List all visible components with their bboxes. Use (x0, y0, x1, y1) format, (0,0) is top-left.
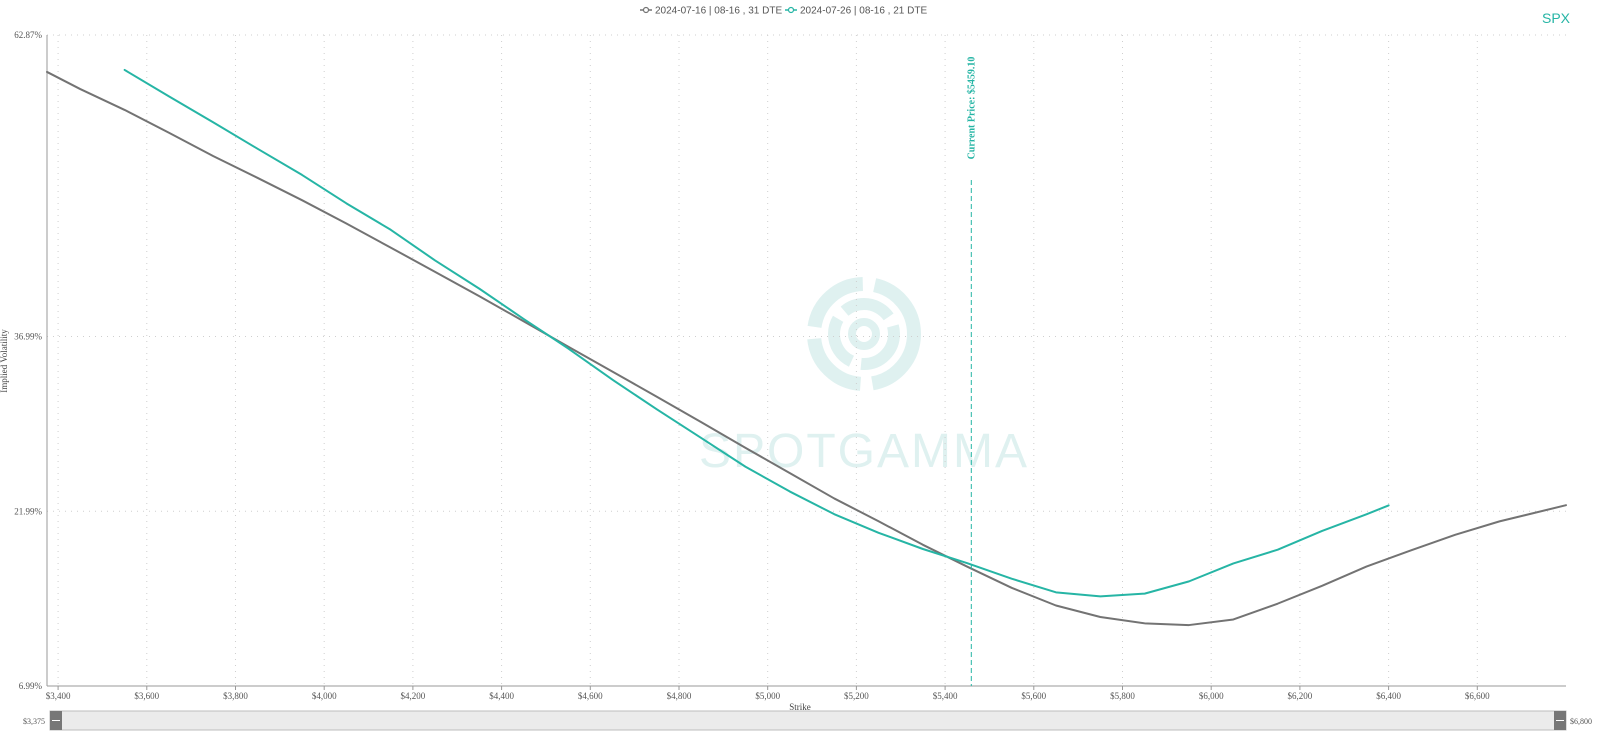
current-price-marker: Current Price: $5459.10 (966, 57, 977, 686)
watermark-logo (807, 277, 921, 391)
x-tick-label: $3,600 (134, 691, 159, 701)
grid (47, 34, 1566, 687)
x-tick-label: $3,800 (223, 691, 248, 701)
range-slider-track[interactable] (49, 710, 1567, 731)
x-tick-label: $4,600 (578, 691, 603, 701)
legend-item-series-0[interactable]: 2024-07-16 | 08-16 , 31 DTE (640, 6, 782, 17)
legend-item-series-1[interactable]: 2024-07-26 | 08-16 , 21 DTE (785, 6, 927, 17)
x-tick-label: $4,200 (401, 691, 426, 701)
x-tick-label: $4,000 (312, 691, 337, 701)
series-line-0[interactable] (46, 70, 1567, 627)
y-tick-label: 6.99% (19, 681, 43, 691)
y-tick-label: 21.99% (14, 506, 42, 516)
y-tick-label: 62.87% (14, 30, 42, 40)
series-line-1[interactable] (123, 68, 1390, 598)
x-tick-label: $4,400 (489, 691, 514, 701)
x-axis-title: Strike (789, 702, 811, 712)
legend-marker-series-1 (787, 6, 795, 14)
legend-label-series-1: 2024-07-26 | 08-16 , 21 DTE (800, 6, 927, 17)
range-slider[interactable]: $3,375 $6,800 (23, 710, 1592, 731)
x-tick-label: $6,000 (1199, 691, 1224, 701)
y-axis-title: Implied Volatility (0, 329, 9, 393)
x-tick-label: $5,800 (1110, 691, 1135, 701)
x-tick-label: $5,600 (1021, 691, 1046, 701)
x-tick-label: $5,200 (844, 691, 869, 701)
x-tick-label: $4,800 (667, 691, 692, 701)
legend-marker-series-0 (642, 6, 650, 14)
range-slider-min-label: $3,375 (23, 717, 45, 726)
series-lines (46, 68, 1567, 627)
axes: 6.99% 21.99% 36.99% 62.87% $3,400 $3,600 $3,80… (14, 30, 1566, 701)
ticker-label: SPX (1541, 10, 1570, 26)
x-tick-label: $3,400 (46, 691, 71, 701)
legend-label-series-0: 2024-07-16 | 08-16 , 31 DTE (655, 6, 782, 17)
range-slider-max-label: $6,800 (1570, 717, 1592, 726)
x-tick-label: $6,200 (1288, 691, 1313, 701)
current-price-label: Current Price: $5459.10 (966, 57, 977, 160)
watermark-text: SPOTGAMMA (699, 425, 1029, 478)
x-tick-label: $6,400 (1376, 691, 1401, 701)
legend: 2024-07-16 | 08-16 , 31 DTE 2024-07-26 |… (640, 6, 927, 17)
x-tick-label: $5,000 (755, 691, 780, 701)
x-tick-label: $6,600 (1465, 691, 1490, 701)
y-tick-label: 36.99% (14, 332, 42, 342)
x-tick-label: $5,400 (933, 691, 958, 701)
